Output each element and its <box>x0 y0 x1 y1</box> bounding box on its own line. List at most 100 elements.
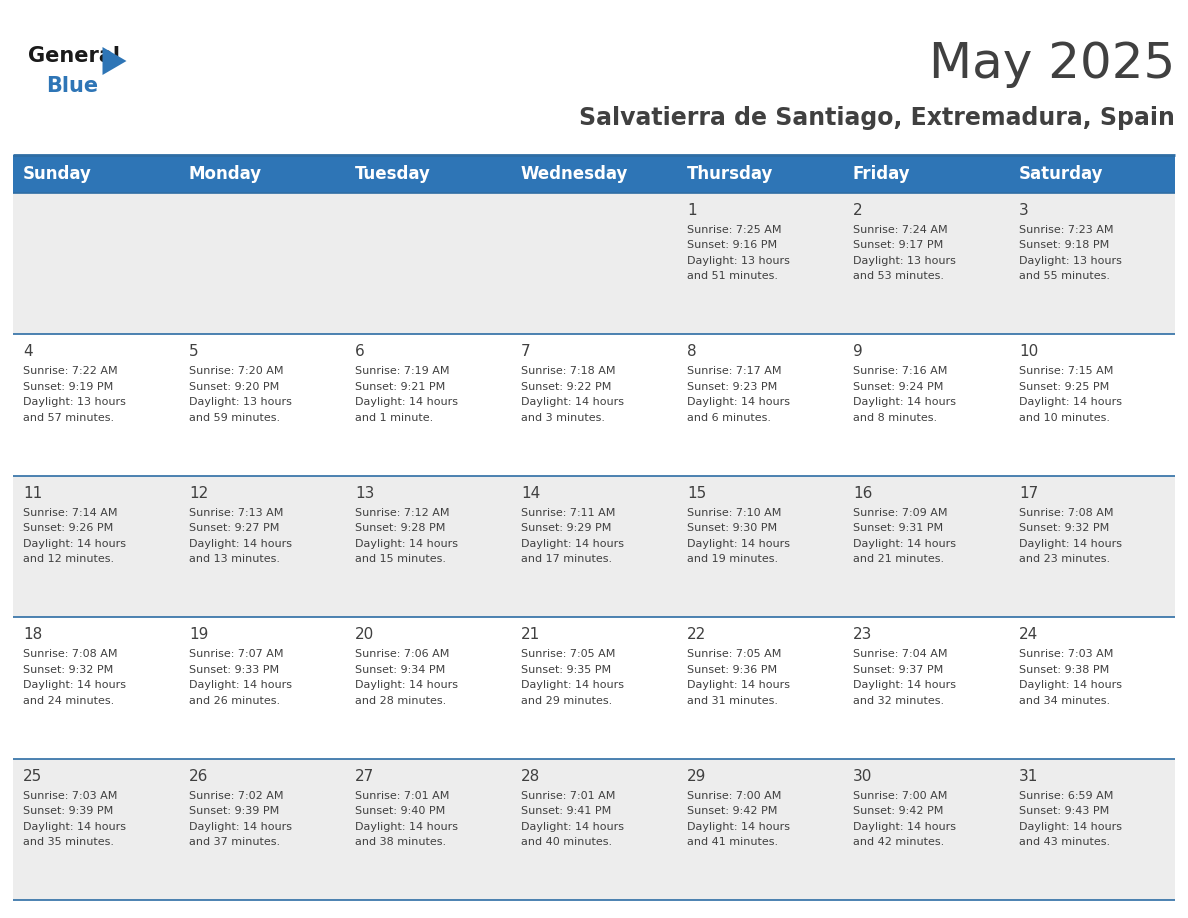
Text: Daylight: 14 hours: Daylight: 14 hours <box>355 539 459 549</box>
Text: Sunrise: 7:09 AM: Sunrise: 7:09 AM <box>853 508 948 518</box>
Text: 17: 17 <box>1019 486 1038 501</box>
Text: Daylight: 14 hours: Daylight: 14 hours <box>522 680 624 690</box>
Text: Sunset: 9:39 PM: Sunset: 9:39 PM <box>23 806 113 816</box>
Text: Sunrise: 7:23 AM: Sunrise: 7:23 AM <box>1019 225 1113 235</box>
Bar <box>13 193 1175 334</box>
Text: Sunrise: 7:20 AM: Sunrise: 7:20 AM <box>189 366 284 376</box>
Text: Sunset: 9:29 PM: Sunset: 9:29 PM <box>522 523 612 533</box>
Text: Sunset: 9:22 PM: Sunset: 9:22 PM <box>522 382 612 392</box>
Text: and 23 minutes.: and 23 minutes. <box>1019 554 1110 565</box>
Text: Daylight: 14 hours: Daylight: 14 hours <box>853 539 956 549</box>
Text: and 53 minutes.: and 53 minutes. <box>853 272 944 282</box>
Text: Daylight: 13 hours: Daylight: 13 hours <box>687 256 790 266</box>
Text: Daylight: 14 hours: Daylight: 14 hours <box>23 539 126 549</box>
Text: Sunset: 9:40 PM: Sunset: 9:40 PM <box>355 806 446 816</box>
Text: and 24 minutes.: and 24 minutes. <box>23 696 114 706</box>
Text: Sunday: Sunday <box>23 165 91 183</box>
Text: Salvatierra de Santiago, Extremadura, Spain: Salvatierra de Santiago, Extremadura, Sp… <box>579 106 1175 130</box>
Text: Sunset: 9:27 PM: Sunset: 9:27 PM <box>189 523 279 533</box>
Text: Sunrise: 7:08 AM: Sunrise: 7:08 AM <box>1019 508 1113 518</box>
Bar <box>13 334 1175 476</box>
Text: Daylight: 14 hours: Daylight: 14 hours <box>1019 397 1121 408</box>
Text: Daylight: 14 hours: Daylight: 14 hours <box>522 822 624 832</box>
Bar <box>1009 155 1175 193</box>
Text: and 15 minutes.: and 15 minutes. <box>355 554 446 565</box>
Text: Daylight: 14 hours: Daylight: 14 hours <box>522 397 624 408</box>
Text: Daylight: 14 hours: Daylight: 14 hours <box>853 680 956 690</box>
Text: Sunrise: 7:12 AM: Sunrise: 7:12 AM <box>355 508 449 518</box>
Text: Daylight: 14 hours: Daylight: 14 hours <box>23 680 126 690</box>
Text: and 57 minutes.: and 57 minutes. <box>23 413 114 423</box>
Text: Daylight: 14 hours: Daylight: 14 hours <box>355 680 459 690</box>
Text: Sunset: 9:28 PM: Sunset: 9:28 PM <box>355 523 446 533</box>
Text: Sunrise: 7:08 AM: Sunrise: 7:08 AM <box>23 649 118 659</box>
Text: Tuesday: Tuesday <box>355 165 431 183</box>
Text: Daylight: 14 hours: Daylight: 14 hours <box>355 822 459 832</box>
Text: Daylight: 13 hours: Daylight: 13 hours <box>1019 256 1121 266</box>
Bar <box>13 617 1175 758</box>
Text: and 32 minutes.: and 32 minutes. <box>853 696 944 706</box>
Bar <box>13 758 1175 900</box>
Text: Sunrise: 7:17 AM: Sunrise: 7:17 AM <box>687 366 782 376</box>
Text: Sunrise: 7:16 AM: Sunrise: 7:16 AM <box>853 366 947 376</box>
Text: Daylight: 14 hours: Daylight: 14 hours <box>687 539 790 549</box>
Text: Sunrise: 7:06 AM: Sunrise: 7:06 AM <box>355 649 449 659</box>
Text: 7: 7 <box>522 344 531 360</box>
Text: and 51 minutes.: and 51 minutes. <box>687 272 778 282</box>
Text: Sunrise: 7:05 AM: Sunrise: 7:05 AM <box>687 649 782 659</box>
Text: Daylight: 14 hours: Daylight: 14 hours <box>687 397 790 408</box>
Text: Sunset: 9:38 PM: Sunset: 9:38 PM <box>1019 665 1110 675</box>
Text: Sunset: 9:18 PM: Sunset: 9:18 PM <box>1019 241 1110 251</box>
Text: Daylight: 14 hours: Daylight: 14 hours <box>687 822 790 832</box>
Text: Sunset: 9:36 PM: Sunset: 9:36 PM <box>687 665 777 675</box>
Text: 29: 29 <box>687 768 707 784</box>
Text: 25: 25 <box>23 768 43 784</box>
Text: Sunset: 9:35 PM: Sunset: 9:35 PM <box>522 665 611 675</box>
Text: 9: 9 <box>853 344 862 360</box>
Text: Sunset: 9:21 PM: Sunset: 9:21 PM <box>355 382 446 392</box>
Bar <box>843 155 1009 193</box>
Text: Sunset: 9:42 PM: Sunset: 9:42 PM <box>687 806 777 816</box>
Text: 16: 16 <box>853 486 872 501</box>
Text: Sunrise: 7:05 AM: Sunrise: 7:05 AM <box>522 649 615 659</box>
Text: and 6 minutes.: and 6 minutes. <box>687 413 771 423</box>
Text: Daylight: 14 hours: Daylight: 14 hours <box>189 539 292 549</box>
Text: 26: 26 <box>189 768 208 784</box>
Text: Sunset: 9:31 PM: Sunset: 9:31 PM <box>853 523 943 533</box>
Text: Sunset: 9:25 PM: Sunset: 9:25 PM <box>1019 382 1110 392</box>
Text: Daylight: 14 hours: Daylight: 14 hours <box>853 397 956 408</box>
Text: 8: 8 <box>687 344 696 360</box>
Text: Sunset: 9:19 PM: Sunset: 9:19 PM <box>23 382 113 392</box>
Bar <box>511 155 677 193</box>
Text: Sunset: 9:30 PM: Sunset: 9:30 PM <box>687 523 777 533</box>
Text: Sunset: 9:34 PM: Sunset: 9:34 PM <box>355 665 446 675</box>
Text: Sunset: 9:20 PM: Sunset: 9:20 PM <box>189 382 279 392</box>
Text: and 3 minutes.: and 3 minutes. <box>522 413 605 423</box>
Text: and 17 minutes.: and 17 minutes. <box>522 554 612 565</box>
Text: Wednesday: Wednesday <box>522 165 628 183</box>
Text: 20: 20 <box>355 627 374 643</box>
Text: Sunrise: 7:00 AM: Sunrise: 7:00 AM <box>853 790 947 800</box>
Text: 13: 13 <box>355 486 374 501</box>
Text: Daylight: 14 hours: Daylight: 14 hours <box>853 822 956 832</box>
Text: Sunrise: 6:59 AM: Sunrise: 6:59 AM <box>1019 790 1113 800</box>
Text: Sunrise: 7:13 AM: Sunrise: 7:13 AM <box>189 508 284 518</box>
Text: 22: 22 <box>687 627 706 643</box>
Text: Daylight: 14 hours: Daylight: 14 hours <box>355 397 459 408</box>
Text: Sunset: 9:42 PM: Sunset: 9:42 PM <box>853 806 943 816</box>
Text: 12: 12 <box>189 486 208 501</box>
Text: Sunrise: 7:03 AM: Sunrise: 7:03 AM <box>23 790 118 800</box>
Bar <box>179 155 345 193</box>
Polygon shape <box>102 47 126 75</box>
Text: 24: 24 <box>1019 627 1038 643</box>
Text: Sunrise: 7:19 AM: Sunrise: 7:19 AM <box>355 366 449 376</box>
Text: Daylight: 14 hours: Daylight: 14 hours <box>1019 680 1121 690</box>
Text: Daylight: 14 hours: Daylight: 14 hours <box>1019 539 1121 549</box>
Text: Monday: Monday <box>189 165 263 183</box>
Text: Daylight: 14 hours: Daylight: 14 hours <box>1019 822 1121 832</box>
Text: and 34 minutes.: and 34 minutes. <box>1019 696 1110 706</box>
Text: Sunset: 9:43 PM: Sunset: 9:43 PM <box>1019 806 1110 816</box>
Text: Friday: Friday <box>853 165 911 183</box>
Text: and 38 minutes.: and 38 minutes. <box>355 837 447 847</box>
Text: and 12 minutes.: and 12 minutes. <box>23 554 114 565</box>
